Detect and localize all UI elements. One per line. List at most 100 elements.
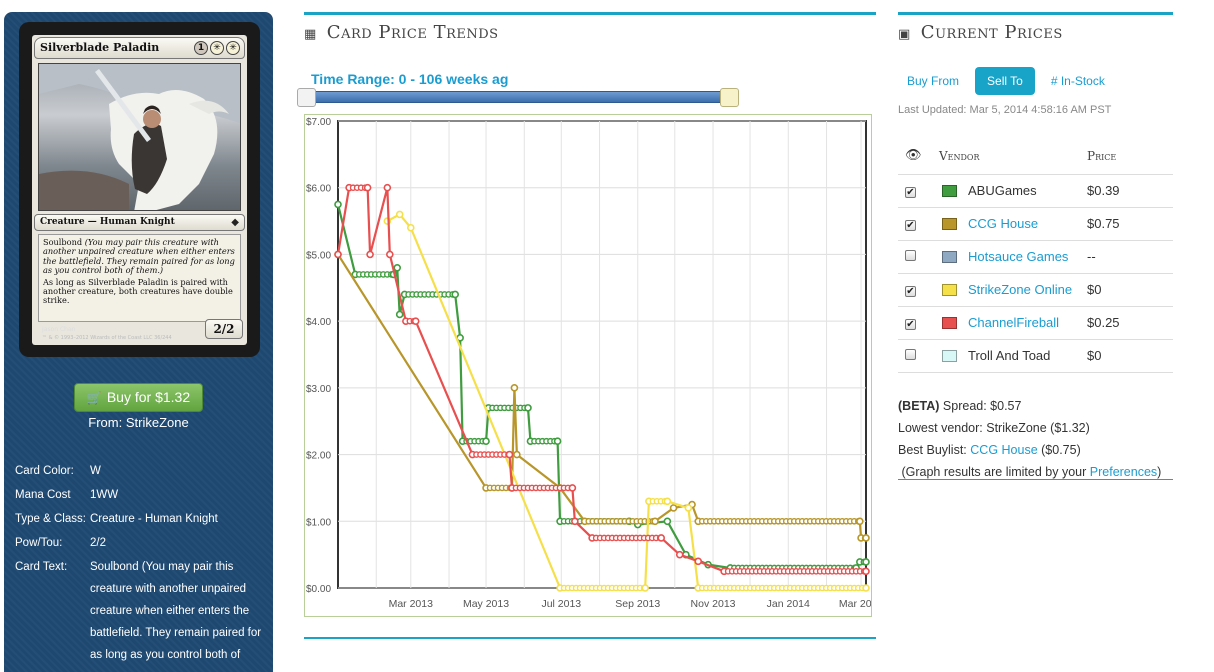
mana-symbol-white: ✳ <box>210 41 224 55</box>
x-tick-label: Mar 2014 <box>839 598 871 610</box>
info-row-pow-tou: Pow/Tou: 2/2 <box>15 532 265 556</box>
vendor-name-abugames: ABUGames <box>968 183 1037 198</box>
price-tabs: Buy From Sell To # In-Stock <box>903 67 1109 95</box>
series-point <box>363 183 372 192</box>
vendor-visible-cell: ✔ <box>898 174 938 208</box>
series-point <box>395 210 404 219</box>
beta-label: (BETA) <box>898 399 940 413</box>
series-point <box>694 557 703 566</box>
vendor-visible-checkbox[interactable]: ✔ <box>905 286 916 297</box>
vendor-visible-cell: ✔ <box>898 273 938 307</box>
vendor-name-cell: StrikeZone Online <box>938 273 1086 307</box>
card-power-toughness: 2/2 <box>205 319 243 339</box>
vendor-visible-checkbox[interactable]: ✔ <box>905 319 916 330</box>
tab-in-stock[interactable]: # In-Stock <box>1050 74 1105 88</box>
column-vendor: Vendor <box>938 138 1086 175</box>
vendor-color-swatch <box>942 184 957 197</box>
vendor-visible-checkbox[interactable]: ✔ <box>905 187 916 198</box>
vendor-color-swatch <box>942 217 957 230</box>
info-row-type: Type & Class: Creature - Human Knight <box>15 508 265 532</box>
trends-top-rule <box>304 12 876 15</box>
card-sidebar: Silverblade Paladin 1 ✳ ✳ <box>4 12 273 672</box>
info-row-card-text: Card Text: Soulbond (You may pair this c… <box>15 556 265 666</box>
buy-from-vendor: From: StrikeZone <box>88 415 189 430</box>
series-point <box>451 290 459 299</box>
y-tick-label: $7.00 <box>306 117 331 128</box>
graph-note: (Graph results are limited by your Prefe… <box>898 461 1161 483</box>
x-tick-label: May 2013 <box>463 598 509 610</box>
card-rules-text: Soulbond (You may pair this creature wit… <box>38 234 241 322</box>
series-point <box>571 517 579 526</box>
vendor-name-strikezone-online[interactable]: StrikeZone Online <box>968 282 1073 297</box>
trends-title-text: Card Price Trends <box>326 22 499 43</box>
vendor-visible-cell <box>898 240 938 274</box>
series-point <box>393 263 402 272</box>
vendor-cell: ChannelFireball <box>939 315 1085 330</box>
vendor-price: -- <box>1086 240 1173 274</box>
vendor-name-channelfireball[interactable]: ChannelFireball <box>968 315 1060 330</box>
vendor-row: ✔ ABUGames $0.39 <box>898 174 1173 208</box>
vendor-visible-cell: ✔ <box>898 207 938 241</box>
series-point <box>663 497 672 506</box>
x-tick-label: Sep 2013 <box>615 598 660 610</box>
series-point <box>669 504 678 512</box>
vendor-row: Troll And Toad $0 <box>898 339 1173 373</box>
slider-handle-end[interactable] <box>720 88 739 107</box>
slider-handle-start[interactable] <box>297 88 316 107</box>
mana-symbol-white: ✳ <box>226 41 240 55</box>
graph-note-suffix: ) <box>1157 465 1162 479</box>
series-line-strikezone-online <box>386 213 866 590</box>
best-buylist-label: Best Buylist: <box>898 443 967 457</box>
y-tick-label: $4.00 <box>306 317 331 328</box>
prices-title-text: Current Prices <box>920 22 1063 43</box>
series-point <box>510 384 519 392</box>
vendor-name-hotsauce-games[interactable]: Hotsauce Games <box>968 249 1069 264</box>
spread-underline <box>898 479 1173 480</box>
card-face: Silverblade Paladin 1 ✳ ✳ <box>32 35 247 345</box>
series-point <box>651 517 659 526</box>
card-name: Silverblade Paladin <box>40 41 160 54</box>
preferences-link[interactable]: Preferences <box>1089 465 1158 479</box>
vendor-visible-checkbox[interactable]: ✔ <box>905 220 916 231</box>
vendor-cell: Troll And Toad <box>939 348 1085 363</box>
vendor-visible-checkbox[interactable] <box>905 349 916 360</box>
best-buylist-value: ($0.75) <box>1041 443 1081 457</box>
time-range-slider[interactable] <box>301 91 734 103</box>
eye-icon: 👁 <box>905 148 922 164</box>
vendor-price: $0.25 <box>1086 306 1173 340</box>
plot-area <box>337 120 867 589</box>
vendor-table-header: 👁 Vendor Price <box>898 138 1173 175</box>
buy-button-label: Buy for $1.32 <box>106 389 191 405</box>
card-reminder-text: (You may pair this creature with another… <box>43 237 235 276</box>
card-art-illustration <box>39 64 240 210</box>
money-icon: ▣ <box>898 27 911 42</box>
y-tick-label: $1.00 <box>306 517 331 528</box>
card-art <box>38 63 241 211</box>
card-ability-soulbond: Soulbond (You may pair this creature wit… <box>43 237 236 276</box>
vendor-name-cell: ChannelFireball <box>938 306 1086 340</box>
vendor-name-ccg-house[interactable]: CCG House <box>968 216 1039 231</box>
series-point <box>641 584 649 592</box>
vendor-color-swatch <box>942 283 957 296</box>
best-buylist-vendor-link[interactable]: CCG House <box>970 443 1038 457</box>
vendor-cell: Hotsauce Games <box>939 249 1085 264</box>
vendor-color-swatch <box>942 250 957 263</box>
trends-bottom-rule <box>304 637 876 639</box>
mana-symbol-generic: 1 <box>194 41 208 55</box>
tab-buy-from[interactable]: Buy From <box>907 74 960 88</box>
lowest-vendor: Lowest vendor: StrikeZone ($1.32) <box>898 421 1090 435</box>
tab-sell-to[interactable]: Sell To <box>975 67 1035 95</box>
series-point <box>334 250 342 259</box>
series-point <box>862 534 870 542</box>
series-point <box>862 558 870 566</box>
series-point <box>383 183 392 192</box>
series-point <box>406 223 415 232</box>
card-info-table: Card Color: W Mana Cost 1WW Type & Class… <box>15 460 265 666</box>
set-symbol-icon: ◆ <box>231 217 239 228</box>
vendor-row: ✔ CCG House $0.75 <box>898 207 1173 241</box>
buy-button[interactable]: 🛒 Buy for $1.32 <box>74 383 203 412</box>
vendor-visible-checkbox[interactable] <box>905 250 916 261</box>
series-point <box>395 310 404 319</box>
info-value: 2/2 <box>90 537 106 549</box>
spread-value: Spread: $0.57 <box>942 399 1022 413</box>
